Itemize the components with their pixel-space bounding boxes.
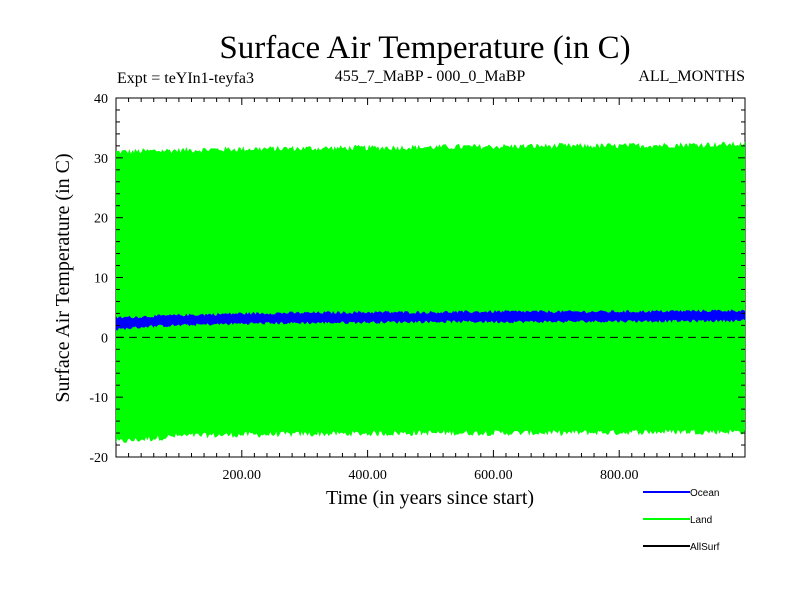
y-tick-label: 30 [94, 152, 108, 167]
x-axis-tick-labels: 200.00 400.00 600.00 800.00 [223, 468, 639, 483]
legend-ocean-label: Ocean [690, 488, 719, 499]
experiment-label: Expt = teYIn1-teyfa3 [117, 70, 254, 87]
y-axis-tick-labels: -20 -10 0 10 20 30 40 [89, 92, 108, 466]
x-tick-label: 600.00 [474, 468, 513, 483]
x-tick-label: 800.00 [600, 468, 639, 483]
y-tick-label: 20 [94, 212, 108, 227]
x-axis-label: Time (in years since start) [326, 487, 534, 509]
period-label: 455_7_MaBP - 000_0_MaBP [335, 68, 526, 85]
chart-title: Surface Air Temperature (in C) [219, 30, 630, 66]
months-label: ALL_MONTHS [638, 68, 745, 85]
y-tick-label: -20 [89, 451, 108, 466]
x-tick-label: 200.00 [223, 468, 262, 483]
y-tick-label: -10 [89, 391, 108, 406]
axis-ticks [116, 97, 745, 458]
ocean-series-band [116, 309, 745, 331]
y-tick-label: 0 [101, 331, 108, 346]
y-tick-label: 40 [94, 92, 108, 107]
legend: Ocean Land AllSurf [643, 488, 720, 553]
y-tick-label: 10 [94, 272, 108, 287]
land-series-band [116, 141, 745, 444]
legend-land-label: Land [690, 515, 712, 526]
x-tick-label: 400.00 [348, 468, 387, 483]
ocean-series-layer [116, 309, 745, 331]
y-axis-label: Surface Air Temperature (in C) [52, 153, 74, 402]
land-series-layer [116, 141, 745, 444]
plot-area [115, 97, 746, 458]
legend-allsurf-label: AllSurf [690, 542, 720, 553]
